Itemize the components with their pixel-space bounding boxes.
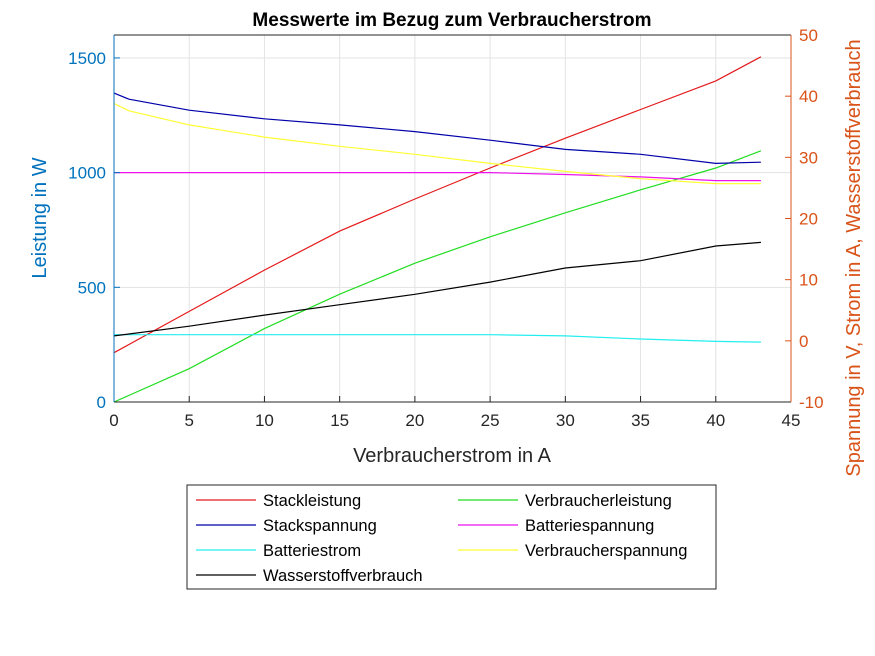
y-right-tick-label: -10 (799, 393, 824, 412)
legend-item: Verbraucherspannung (458, 542, 687, 560)
x-tick-label: 10 (255, 411, 274, 430)
legend-label: Stackspannung (263, 517, 377, 535)
axes: 0 5 10 15 20 25 30 35 40 45 0 500 1000 1500 -10 0 10 20 30… (68, 26, 823, 430)
series-lines (113, 56, 762, 403)
y-left-tick-label: 500 (78, 278, 106, 297)
y-left-tick-label: 0 (97, 393, 106, 412)
legend-label: Verbraucherspannung (525, 542, 687, 560)
y-right-tick-label: 20 (799, 210, 818, 229)
x-tick-label: 15 (330, 411, 349, 430)
y-left-tick-label: 1000 (68, 164, 106, 183)
legend-item: Wasserstoffverbrauch (196, 567, 423, 585)
y-right-tick-label: 0 (799, 332, 808, 351)
series-line-batteriestrom (114, 334, 761, 343)
legend-label: Batteriestrom (263, 542, 361, 560)
series-line-batteriespannung (114, 172, 761, 182)
legend-item: Batteriespannung (458, 517, 654, 535)
x-tick-label: 25 (481, 411, 500, 430)
legend-label: Verbraucherleistung (525, 492, 672, 510)
y-right-tick-label: 30 (799, 148, 818, 167)
y-axis-right-label: Spannung in V, Strom in A, Wasserstoffve… (843, 39, 865, 476)
x-tick-label: 0 (109, 411, 118, 430)
legend-label: Batteriespannung (525, 517, 654, 535)
legend: Stackleistung Verbraucherleistung Stackspa… (186, 484, 717, 590)
legend-label: Wasserstoffverbrauch (263, 567, 423, 585)
legend-item: Verbraucherleistung (458, 492, 672, 510)
legend-box (186, 484, 717, 590)
x-tick-label: 5 (184, 411, 193, 430)
y-axis-left-label: Leistung in W (29, 157, 51, 278)
legend-item: Stackspannung (196, 517, 377, 535)
legend-item: Batteriestrom (196, 542, 361, 560)
series-line-stackleistung (113, 56, 762, 354)
legend-item: Stackleistung (196, 492, 361, 510)
x-tick-label: 30 (556, 411, 575, 430)
chart-title: Messwerte im Bezug zum Verbraucherstrom (252, 10, 651, 31)
x-axis-label: Verbraucherstrom in A (353, 445, 552, 467)
y-right-tick-label: 40 (799, 87, 818, 106)
y-right-tick-label: 10 (799, 271, 818, 290)
x-tick-label: 40 (706, 411, 725, 430)
legend-label: Stackleistung (263, 492, 361, 510)
y-right-tick-label: 50 (799, 26, 818, 45)
series-line-stackspannung (113, 92, 761, 165)
y-left-tick-label: 1500 (68, 49, 106, 68)
x-tick-label: 35 (631, 411, 650, 430)
series-line-verbraucherspannung (113, 102, 761, 185)
series-line-wasserstoffverbrauch (113, 241, 761, 337)
x-tick-label: 45 (782, 411, 801, 430)
x-tick-label: 20 (405, 411, 424, 430)
